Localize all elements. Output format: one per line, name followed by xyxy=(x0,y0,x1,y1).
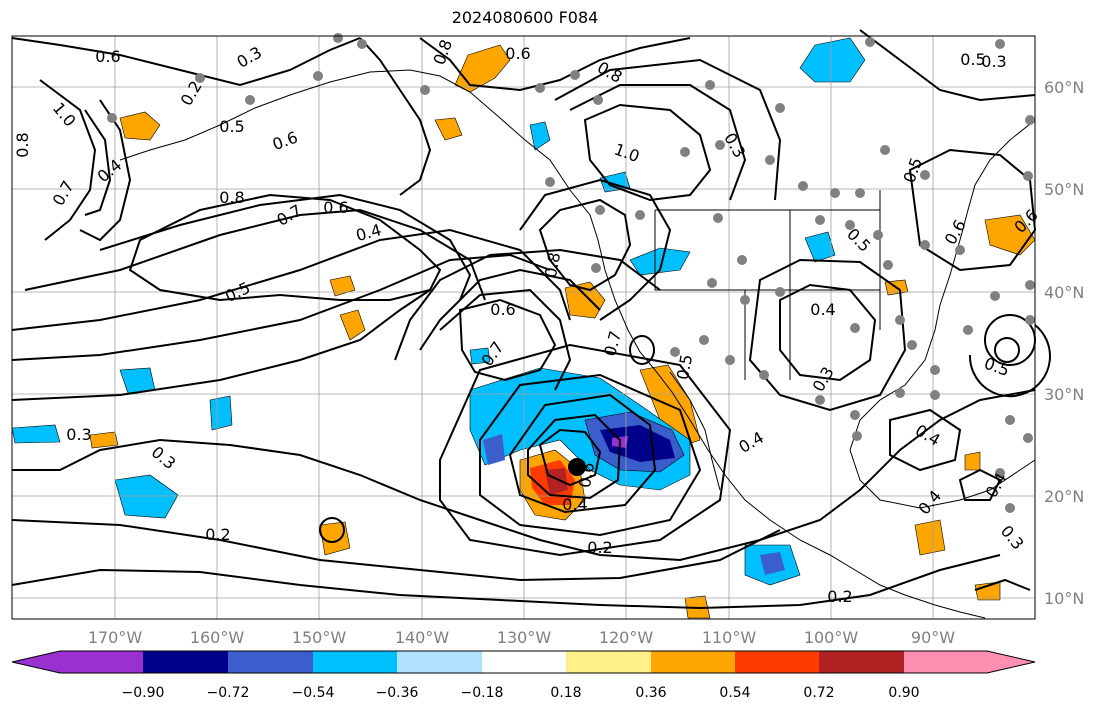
colorbar-bin xyxy=(904,651,987,673)
contour-label: 0.8 xyxy=(13,132,32,157)
colorbar xyxy=(11,650,1036,674)
lon-label: 110°W xyxy=(702,628,757,647)
colorbar-tick-labels: −0.90 −0.72 −0.54 −0.36 −0.18 0.18 0.36 … xyxy=(122,685,920,701)
contour-label: 0.4 xyxy=(562,495,587,514)
contour-label: 0.4 xyxy=(914,487,945,519)
lon-label: 100°W xyxy=(804,628,859,647)
colorbar-bin xyxy=(143,651,228,673)
latitude-labels: 60°N 50°N 40°N 30°N 20°N 10°N xyxy=(1044,78,1084,608)
colorbar-bin xyxy=(397,651,482,673)
colorbar-bin xyxy=(819,651,904,673)
colorbar-outline xyxy=(11,650,1036,674)
contour-label: 0.5 xyxy=(900,155,927,185)
colorbar-tick-label: 0.72 xyxy=(803,685,834,701)
colorbar-tick-label: 0.54 xyxy=(719,685,750,701)
contour-label: 0.2 xyxy=(587,538,612,557)
lon-label: 140°W xyxy=(395,628,450,647)
colorbar-tick-label: −0.72 xyxy=(207,685,250,701)
contour-label: 0.3 xyxy=(66,425,91,444)
lon-label: 130°W xyxy=(497,628,552,647)
contour-label: 0.7 xyxy=(477,338,507,370)
contour-label: 0.5 xyxy=(222,278,253,306)
colorbar-bin xyxy=(482,651,566,673)
contour-label: 1.0 xyxy=(49,99,80,131)
contour-label: 0.7 xyxy=(273,201,305,230)
contour-label: 0.3 xyxy=(981,52,1006,71)
lat-label: 10°N xyxy=(1044,589,1084,608)
contour-label: 0.5 xyxy=(219,117,244,136)
colorbar-tick-label: 0.90 xyxy=(888,685,919,701)
longitude-labels: 170°W 160°W 150°W 140°W 130°W 120°W 110°… xyxy=(88,628,955,647)
storm-center-marker xyxy=(568,458,586,476)
colorbar-tick-label: 0.18 xyxy=(550,685,581,701)
lat-label: 50°N xyxy=(1044,180,1084,199)
contour-label: 0.3 xyxy=(148,442,180,473)
contour-label: 0.4 xyxy=(810,300,835,319)
map-frame xyxy=(11,35,1036,620)
contour-label: 0.3 xyxy=(720,129,749,161)
contour-label: 0.2 xyxy=(827,587,852,606)
station-dots xyxy=(107,33,1035,513)
contour-label: 0.6 xyxy=(323,198,348,217)
colorbar-bin xyxy=(566,651,651,673)
lat-label: 40°N xyxy=(1044,283,1084,302)
coastlines xyxy=(119,69,1036,619)
contour-label: 0.8 xyxy=(541,251,564,279)
contour-label: 0.4 xyxy=(735,428,767,457)
lon-label: 170°W xyxy=(88,628,143,647)
colorbar-extend-high xyxy=(987,651,1035,673)
lon-label: 160°W xyxy=(190,628,245,647)
colorbar-bin xyxy=(313,651,397,673)
contour-label: 0.6 xyxy=(490,300,515,319)
contour-label: 0.3 xyxy=(997,522,1028,554)
contour-label: 0.7 xyxy=(49,177,78,209)
contour-label: 1.0 xyxy=(612,140,642,167)
colorbar-tick-label: −0.18 xyxy=(461,685,504,701)
lat-label: 20°N xyxy=(1044,487,1084,506)
contour-labels: 0.6 0.3 0.2 0.8 1.0 0.7 0.4 0.5 0.6 0.8 0.7 0.6 0.4 0… xyxy=(13,37,1042,606)
page-title: 2024080600 F084 xyxy=(451,8,599,27)
contour-label: 0.6 xyxy=(95,47,120,66)
graticule xyxy=(12,36,1035,619)
colorbar-bin xyxy=(735,651,819,673)
contour-label: 0.2 xyxy=(205,525,230,544)
contour-label: 0.4 xyxy=(912,421,944,450)
colorbar-tick-label: −0.36 xyxy=(376,685,419,701)
colorbar-tick-label: −0.90 xyxy=(122,685,165,701)
contour-label: 0.6 xyxy=(505,44,530,63)
contour-label: 0.8 xyxy=(594,58,626,87)
contour-lines xyxy=(11,29,1051,610)
contour-label: 0.3 xyxy=(233,43,265,72)
colorbar-bin xyxy=(651,651,735,673)
colorbar-tick-label: 0.36 xyxy=(635,685,666,701)
contour-label: 0.8 xyxy=(219,188,244,207)
colorbar-extend-low xyxy=(12,651,60,673)
contour-label: 0.5 xyxy=(982,354,1012,381)
lat-label: 30°N xyxy=(1044,385,1084,404)
lon-label: 120°W xyxy=(599,628,654,647)
lon-label: 90°W xyxy=(911,628,955,647)
contour-label: 0.5 xyxy=(960,50,985,69)
colorbar-bin xyxy=(60,651,143,673)
colorbar-tick-label: −0.54 xyxy=(292,685,335,701)
contour-label: 0.6 xyxy=(575,461,598,489)
lon-label: 150°W xyxy=(292,628,347,647)
contour-label: 0.3 xyxy=(809,363,838,395)
contour-label: 0.5 xyxy=(673,353,696,381)
contour-label: 0.6 xyxy=(270,128,300,155)
colorbar-bin xyxy=(228,651,313,673)
lat-label: 60°N xyxy=(1044,78,1084,97)
